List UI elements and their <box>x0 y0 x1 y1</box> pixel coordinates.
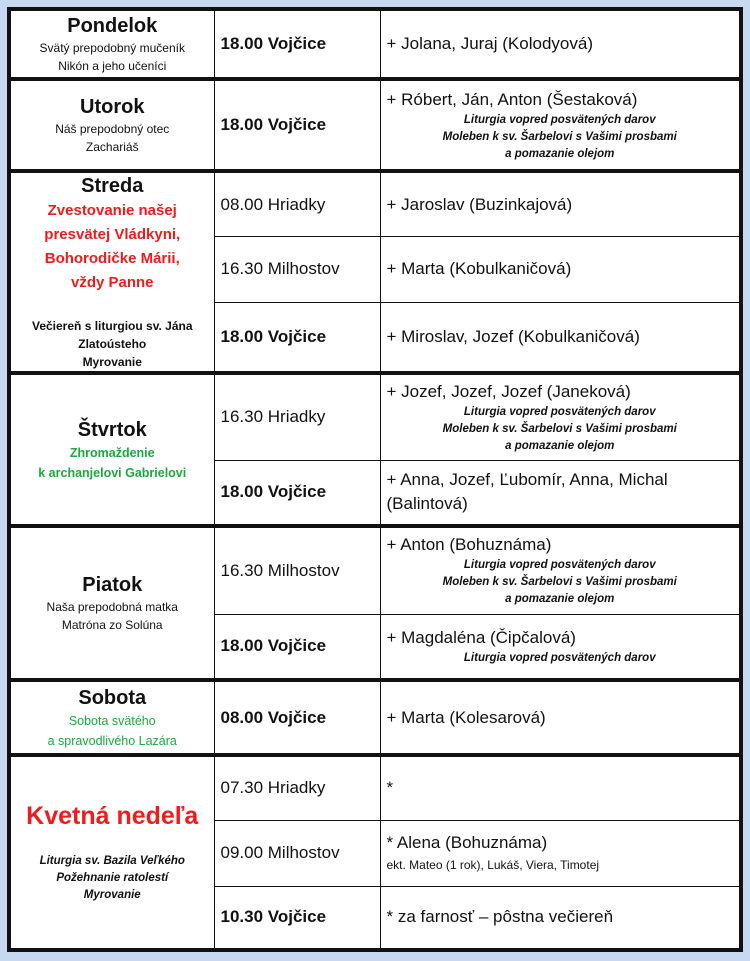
day-name: Utorok <box>80 96 145 118</box>
service-time: 08.00 Vojčice <box>213 678 381 756</box>
service-intention: + Jaroslav (Buzinkajová) <box>379 169 742 238</box>
service-note: Liturgia vopred posvätených darov <box>463 405 656 418</box>
day-name: Streda <box>81 175 144 197</box>
service-time: 10.30 Vojčice <box>213 885 381 951</box>
day-cell: Sobota Sobota svätého a spravodlivého La… <box>8 678 215 756</box>
service-note: a pomazanie olejom <box>505 439 615 452</box>
day-row-piatok: Piatok Naša prepodobná matka Matróna zo … <box>8 524 742 681</box>
service-note: a pomazanie olejom <box>505 147 615 160</box>
service-time: 18.00 Vojčice <box>213 7 381 80</box>
day-subtitle: Nikón a jeho učeníci <box>58 59 167 73</box>
service-cell: * Alena (Bohuznáma) ekt. Mateo (1 rok), … <box>379 819 742 887</box>
service-cell: + Anton (Bohuznáma) Liturgia vopred posv… <box>379 524 742 615</box>
service-time: 09.00 Milhostov <box>213 819 381 887</box>
day-subtitle: Sobota svätého <box>68 713 156 728</box>
day-row-sobota: Sobota Sobota svätého a spravodlivého La… <box>8 678 742 756</box>
service-intention: * Alena (Bohuznáma) <box>386 833 548 852</box>
service-intention: + Jolana, Juraj (Kolodyová) <box>379 7 742 80</box>
service-note: Liturgia vopred posvätených darov <box>463 113 656 126</box>
feast-title: Zvestovanie našej <box>47 202 177 219</box>
day-subtitle: a spravodlivého Lazára <box>47 733 177 748</box>
service-note: Moleben k sv. Šarbelovi s Vašimi prosbam… <box>442 576 677 589</box>
service-time: 16.30 Hriadky <box>213 371 381 461</box>
service-time: 16.30 Milhostov <box>213 524 381 615</box>
service-note: Moleben k sv. Šarbelovi s Vašimi prosbam… <box>442 422 677 435</box>
service-note: Liturgia vopred posvätených darov <box>463 651 656 664</box>
day-row-kvetna-nedela: Kvetná nedeľa Liturgia sv. Bazila Veľkéh… <box>8 753 742 951</box>
day-cell: Pondelok Svätý prepodobný mučeník Nikón … <box>8 7 215 80</box>
service-row: 09.00 Milhostov * Alena (Bohuznáma) ekt.… <box>9 819 742 887</box>
service-intention: + Anton (Bohuznáma) <box>386 535 552 555</box>
day-row-pondelok: Pondelok Svätý prepodobný mučeník Nikón … <box>8 7 742 80</box>
service-cell: + Róbert, Ján, Anton (Šestaková) Liturgi… <box>379 77 742 172</box>
day-subtitle: Zhromaždenie <box>69 445 155 460</box>
service-row: 18.00 Vojčice + Magdaléna (Čipčalová) Li… <box>9 613 742 681</box>
day-cell: Utorok Náš prepodobný otec Zachariáš <box>8 77 215 172</box>
day-name: Sobota <box>78 686 147 709</box>
service-row: 10.30 Vojčice * za farnosť – pôstna veči… <box>9 885 742 951</box>
service-time: 07.30 Hriadky <box>213 753 381 821</box>
day-extra: Zlatoústeho <box>78 337 147 351</box>
service-intention: + Marta (Kolesarová) <box>379 678 742 756</box>
day-name: Kvetná nedeľa <box>26 802 199 830</box>
day-name: Piatok <box>82 574 143 596</box>
service-intention: + Anna, Jozef, Ľubomír, Anna, Michal (Ba… <box>379 459 742 527</box>
service-time: 18.00 Vojčice <box>213 77 381 172</box>
day-cell: Kvetná nedeľa Liturgia sv. Bazila Veľkéh… <box>8 753 215 951</box>
feast-title: Bohorodičke Márii, <box>44 250 180 267</box>
day-subtitle: Matróna zo Solúna <box>61 618 163 632</box>
day-extra: Myrovanie <box>82 355 142 369</box>
day-row-utorok: Utorok Náš prepodobný otec Zachariáš 18.… <box>8 77 742 172</box>
day-row-streda: Streda Zvestovanie našej presvätej Vládk… <box>8 169 742 374</box>
service-intention: + Magdaléna (Čipčalová) <box>386 627 576 647</box>
day-subtitle: Náš prepodobný otec <box>55 122 170 136</box>
service-time: 16.30 Milhostov <box>213 236 381 303</box>
service-cell: + Jozef, Jozef, Jozef (Janeková) Liturgi… <box>379 371 742 461</box>
schedule-table: Pondelok Svätý prepodobný mučeník Nikón … <box>7 7 743 952</box>
service-time: 18.00 Vojčice <box>213 301 381 374</box>
feast-title: presvätej Vládkyni, <box>44 226 181 243</box>
day-name: Štvrtok <box>77 418 147 441</box>
day-extra: Večiereň s liturgiou sv. Jána <box>31 319 193 333</box>
service-intention: * <box>379 753 742 821</box>
day-extra: Liturgia sv. Bazila Veľkého <box>39 855 185 867</box>
service-time: 08.00 Hriadky <box>213 169 381 238</box>
day-subtitle: Zachariáš <box>85 140 139 154</box>
day-subtitle: Svätý prepodobný mučeník <box>39 41 185 55</box>
service-row: 18.00 Vojčice + Miroslav, Jozef (Kobulka… <box>9 301 742 374</box>
service-extra: ekt. Mateo (1 rok), Lukáš, Viera, Timote… <box>386 858 600 872</box>
service-row: 18.00 Vojčice + Anna, Jozef, Ľubomír, An… <box>9 459 742 527</box>
day-subtitle: Naša prepodobná matka <box>46 600 178 614</box>
day-subtitle: k archanjelovi Gabrielovi <box>38 465 187 480</box>
service-row: 16.30 Milhostov + Marta (Kobulkaničová) <box>9 236 742 303</box>
service-time: 18.00 Vojčice <box>213 613 381 681</box>
service-intention: * za farnosť – pôstna večiereň <box>379 885 742 951</box>
day-name: Pondelok <box>67 15 158 37</box>
day-extra: Myrovanie <box>83 889 141 901</box>
service-note: Liturgia vopred posvätených darov <box>463 559 656 572</box>
service-intention: + Miroslav, Jozef (Kobulkaničová) <box>379 301 742 374</box>
day-extra: Požehnanie ratolestí <box>56 872 169 884</box>
service-intention: + Róbert, Ján, Anton (Šestaková) <box>386 89 638 109</box>
day-row-stvrtok: Štvrtok Zhromaždenie k archanjelovi Gabr… <box>8 371 742 527</box>
service-note: Moleben k sv. Šarbelovi s Vašimi prosbam… <box>442 130 677 143</box>
feast-title: vždy Panne <box>70 274 154 291</box>
day-cell: Streda Zvestovanie našej presvätej Vládk… <box>8 169 215 374</box>
service-intention: + Marta (Kobulkaničová) <box>379 236 742 303</box>
day-cell: Piatok Naša prepodobná matka Matróna zo … <box>8 524 215 681</box>
service-intention: + Jozef, Jozef, Jozef (Janeková) <box>386 381 631 401</box>
service-note: a pomazanie olejom <box>505 593 615 606</box>
day-cell: Štvrtok Zhromaždenie k archanjelovi Gabr… <box>8 371 215 527</box>
service-time: 18.00 Vojčice <box>213 459 381 527</box>
service-cell: + Magdaléna (Čipčalová) Liturgia vopred … <box>379 613 742 681</box>
